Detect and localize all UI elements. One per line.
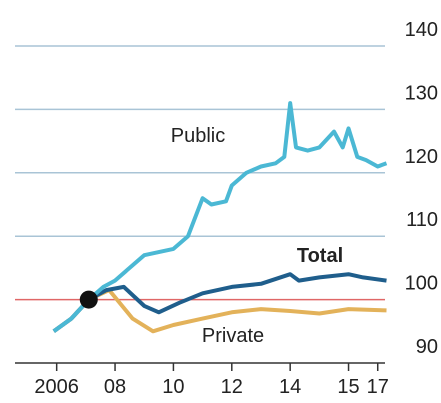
x-tick-label: 12	[221, 376, 243, 398]
y-tick-label: 90	[416, 336, 438, 358]
y-tick-label: 140	[405, 19, 438, 41]
series-label: Private	[202, 325, 264, 347]
y-tick-label: 130	[405, 82, 438, 104]
x-tick-label: 15	[337, 376, 359, 398]
x-tick-label: 10	[162, 376, 184, 398]
base-point	[79, 290, 98, 309]
series-label: Public	[171, 125, 225, 147]
line	[52, 272, 387, 333]
line	[52, 101, 388, 333]
y-tick-label: 100	[405, 273, 438, 295]
x-tick-label: 17	[367, 376, 389, 398]
series-label: Total	[297, 245, 343, 267]
x-tick-label: 08	[104, 376, 126, 398]
y-tick-label: 110	[406, 209, 438, 231]
x-tick-label: 14	[279, 376, 301, 398]
y-tick-label: 120	[405, 146, 438, 168]
x-tick-label: 2006	[34, 376, 79, 398]
